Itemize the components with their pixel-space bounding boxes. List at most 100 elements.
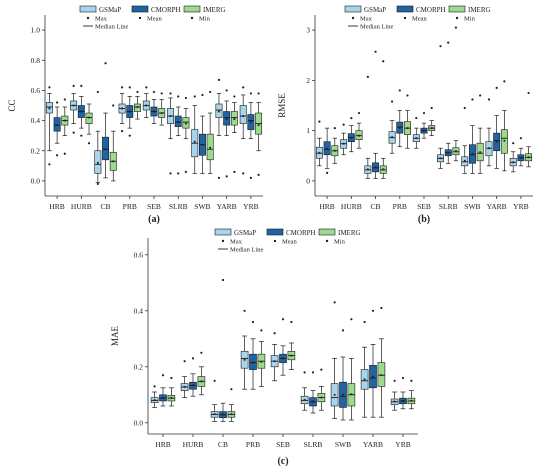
outlier-point [112, 104, 115, 107]
outlier-point [311, 371, 315, 374]
mean-marker [48, 107, 51, 110]
mean-marker [326, 147, 329, 150]
outlier-point [217, 176, 221, 179]
y-tick-label: 0.6 [134, 250, 144, 259]
legend-min-marker [190, 16, 194, 20]
mean-marker [185, 122, 187, 125]
x-tick-label: SEB [147, 202, 161, 211]
outlier-point [120, 86, 124, 89]
outlier-point [512, 142, 515, 145]
outlier-point [430, 106, 433, 110]
legend-label-gsmap: GSMaP [364, 6, 386, 14]
x-tick-label: YARB [363, 440, 383, 449]
mean-marker [488, 147, 490, 150]
outlier-point [398, 89, 401, 92]
mean-marker [363, 378, 366, 381]
outlier-point [393, 379, 396, 382]
outlier-point [200, 351, 203, 354]
y-tick-label: 3 [306, 26, 310, 35]
outlier-point [447, 41, 450, 44]
mean-marker [121, 107, 123, 110]
outlier-point [350, 318, 353, 321]
mean-marker [282, 357, 284, 360]
legend-median-label: Median Line [95, 24, 129, 31]
mean-marker [72, 104, 75, 107]
mean-marker [439, 157, 442, 160]
mean-marker [252, 361, 254, 364]
mean-marker [80, 110, 83, 113]
chart-panel-1: 0 1 2 3 RMSE HRB HURB CB PRB SEB SLRB SWB YARB YRB GSM… [277, 5, 533, 225]
legend-swatch-cmorph [396, 5, 414, 13]
x-tick-label: YRB [513, 202, 528, 211]
outlier-point [320, 368, 323, 371]
mean-marker [519, 156, 522, 159]
legend-swatch-cmorph [131, 5, 149, 13]
outlier-point [439, 45, 442, 48]
outlier-point [169, 172, 172, 175]
outlier-point [96, 90, 99, 94]
mean-marker [430, 127, 433, 130]
mean-marker [177, 121, 180, 123]
mean-marker [527, 156, 530, 159]
legend-min-label: Min [334, 239, 346, 246]
mean-marker [463, 159, 466, 162]
outlier-point [193, 95, 196, 98]
mean-marker [333, 393, 336, 396]
outlier-point [281, 318, 285, 321]
outlier-point [382, 60, 385, 63]
y-tick-label: 0.8 [31, 56, 41, 65]
outlier-point [56, 154, 59, 157]
legend-label-gsmap: GSMaP [234, 229, 256, 237]
outlier-point [487, 98, 491, 101]
mean-marker [160, 112, 163, 114]
outlier-point [527, 91, 530, 95]
mean-marker [318, 151, 321, 154]
outlier-point [363, 320, 366, 324]
outlier-point [184, 170, 188, 173]
legend-swatch-gsmap [79, 5, 97, 13]
x-tick-label: YRB [243, 202, 258, 211]
outlier-point [243, 309, 246, 312]
mean-marker [406, 127, 409, 130]
y-tick-label: 0.6 [31, 86, 41, 95]
outlier-point [120, 130, 124, 133]
outlier-point [371, 309, 375, 312]
x-tick-label: SLRB [439, 202, 458, 211]
mean-marker [350, 393, 353, 396]
outlier-point [249, 176, 252, 179]
legend-min-marker [325, 239, 329, 243]
outlier-point [209, 90, 212, 94]
mean-marker [183, 386, 186, 388]
x-tick-label: HRB [155, 440, 170, 449]
outlier-point [191, 357, 195, 360]
mean-marker [380, 374, 383, 377]
outlier-point [183, 360, 186, 363]
outlier-point [104, 62, 107, 65]
mean-marker [145, 104, 148, 107]
y-tick-label: 0.0 [134, 418, 144, 427]
outlier-point [415, 116, 418, 120]
outlier-point [422, 111, 426, 115]
y-tick-label: 0.4 [31, 116, 41, 125]
outlier-point [221, 278, 225, 282]
outlier-point [350, 116, 353, 120]
outlier-point [380, 306, 383, 310]
outlier-point [495, 86, 498, 90]
x-tick-label: HURB [183, 440, 204, 449]
outlier-point [72, 131, 75, 134]
mean-marker [96, 161, 99, 164]
mean-marker [342, 142, 345, 145]
legend-mean-label: Mean [282, 239, 298, 246]
outlier-point [290, 320, 293, 324]
y-tick-label: 0 [306, 176, 310, 185]
outlier-point [160, 92, 163, 95]
legend-max-marker [86, 16, 90, 20]
outlier-point [184, 96, 188, 100]
mean-marker [423, 129, 425, 132]
y-tick-label: 2 [306, 76, 310, 85]
outlier-point [318, 120, 321, 123]
mean-marker [162, 396, 164, 399]
mean-marker [249, 121, 252, 123]
x-tick-label: CB [371, 202, 381, 211]
legend-swatch-gsmap [214, 228, 232, 236]
